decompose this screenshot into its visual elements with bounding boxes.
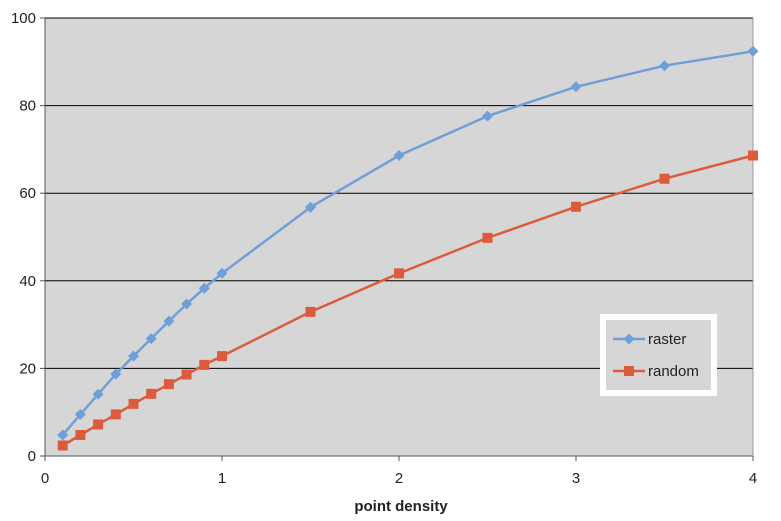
data-point-raster <box>163 315 175 327</box>
data-point-raster <box>482 110 493 122</box>
y-tick-label: 100 <box>11 10 36 27</box>
data-point-random <box>217 351 227 362</box>
legend-item-random: random <box>613 363 699 380</box>
data-point-raster <box>659 60 670 72</box>
data-point-random <box>748 150 758 161</box>
data-point-random <box>93 419 104 430</box>
legend-marker-raster <box>623 333 635 345</box>
y-tick-label: 60 <box>19 185 36 202</box>
data-point-raster <box>570 81 582 93</box>
data-point-random <box>57 440 68 451</box>
y-tick-label: 20 <box>19 360 36 377</box>
legend-inner <box>606 320 711 390</box>
data-point-raster <box>128 350 139 362</box>
data-point-random <box>128 398 139 409</box>
series-line-raster <box>61 50 754 436</box>
data-point-raster <box>57 429 69 441</box>
data-point-random <box>110 409 121 420</box>
data-point-raster <box>110 368 122 380</box>
x-axis-label: point density <box>354 498 448 515</box>
data-point-raster <box>747 45 759 57</box>
data-point-raster <box>181 298 193 310</box>
x-axis-ticks: 0 1 2 3 4 <box>41 456 757 487</box>
x-tick-label: 1 <box>218 470 226 487</box>
data-point-random <box>305 306 316 317</box>
data-point-random <box>75 429 86 440</box>
data-point-random <box>199 359 210 370</box>
x-tick-label: 4 <box>749 470 757 487</box>
legend-label-raster: raster <box>648 331 686 348</box>
data-point-raster <box>198 282 210 294</box>
data-point-raster <box>216 267 228 279</box>
x-tick-label: 2 <box>395 470 403 487</box>
data-point-random <box>181 369 192 380</box>
x-tick-label: 3 <box>572 470 580 487</box>
series-random <box>57 150 758 451</box>
legend-label-random: random <box>648 363 699 380</box>
series-line-random <box>62 154 754 447</box>
data-point-raster <box>393 150 405 162</box>
data-point-random <box>163 379 174 390</box>
x-tick-label: 0 <box>41 470 49 487</box>
data-point-random <box>659 173 670 184</box>
data-point-random <box>146 388 157 399</box>
series-layer <box>57 45 759 451</box>
data-point-raster <box>305 201 316 213</box>
series-raster <box>57 45 759 441</box>
y-tick-label: 40 <box>19 273 36 290</box>
y-axis-ticks: 0 20 40 60 80 100 <box>11 10 45 465</box>
y-tick-label: 0 <box>28 448 36 465</box>
data-point-random <box>394 268 404 279</box>
data-point-random <box>482 232 493 243</box>
data-point-raster <box>145 333 157 345</box>
legend: raster random <box>600 314 717 396</box>
data-point-random <box>571 201 581 212</box>
legend-item-raster: raster <box>613 331 686 348</box>
data-point-raster <box>92 388 104 400</box>
data-point-raster <box>74 408 86 420</box>
y-tick-label: 80 <box>19 98 36 115</box>
legend-marker-random <box>624 366 634 376</box>
